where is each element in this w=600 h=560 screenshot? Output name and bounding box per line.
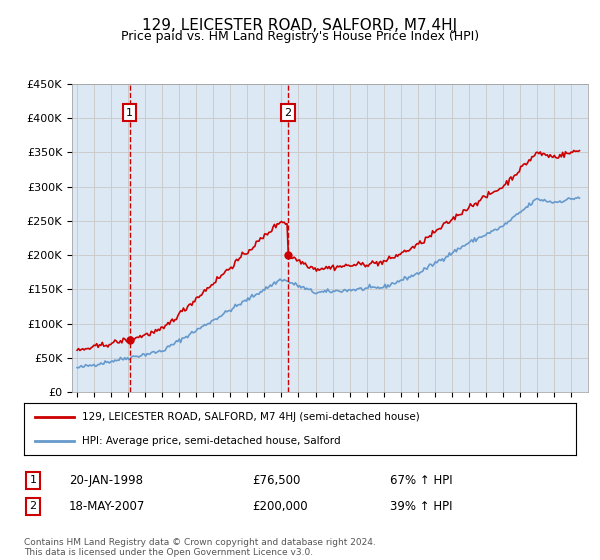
Text: 129, LEICESTER ROAD, SALFORD, M7 4HJ: 129, LEICESTER ROAD, SALFORD, M7 4HJ [142, 18, 458, 33]
Text: £76,500: £76,500 [252, 474, 301, 487]
Text: £200,000: £200,000 [252, 500, 308, 513]
Text: 1: 1 [126, 108, 133, 118]
Text: 2: 2 [29, 501, 37, 511]
Text: 20-JAN-1998: 20-JAN-1998 [69, 474, 143, 487]
Text: 129, LEICESTER ROAD, SALFORD, M7 4HJ (semi-detached house): 129, LEICESTER ROAD, SALFORD, M7 4HJ (se… [82, 412, 420, 422]
Text: 2: 2 [284, 108, 292, 118]
Text: 18-MAY-2007: 18-MAY-2007 [69, 500, 145, 513]
Text: 1: 1 [29, 475, 37, 486]
Text: Contains HM Land Registry data © Crown copyright and database right 2024.
This d: Contains HM Land Registry data © Crown c… [24, 538, 376, 557]
Text: Price paid vs. HM Land Registry's House Price Index (HPI): Price paid vs. HM Land Registry's House … [121, 30, 479, 43]
Text: 39% ↑ HPI: 39% ↑ HPI [390, 500, 452, 513]
Text: 67% ↑ HPI: 67% ↑ HPI [390, 474, 452, 487]
Text: HPI: Average price, semi-detached house, Salford: HPI: Average price, semi-detached house,… [82, 436, 341, 446]
